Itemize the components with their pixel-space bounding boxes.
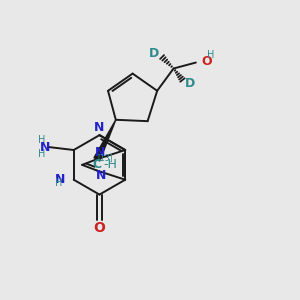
Text: H: H	[55, 178, 62, 188]
Text: H: H	[207, 50, 214, 60]
Text: O: O	[94, 221, 105, 235]
Text: [13]: [13]	[98, 154, 113, 163]
Text: C: C	[92, 158, 102, 171]
Polygon shape	[94, 120, 116, 160]
Text: -H: -H	[103, 158, 117, 171]
Text: N: N	[94, 121, 105, 134]
Text: N: N	[40, 140, 50, 154]
Text: H: H	[38, 148, 46, 159]
Text: N: N	[55, 173, 65, 186]
Text: D: D	[185, 77, 196, 90]
Text: N: N	[96, 169, 106, 182]
Text: D: D	[148, 47, 159, 60]
Text: O: O	[201, 56, 212, 68]
Text: N: N	[95, 146, 105, 159]
Text: H: H	[38, 136, 46, 146]
